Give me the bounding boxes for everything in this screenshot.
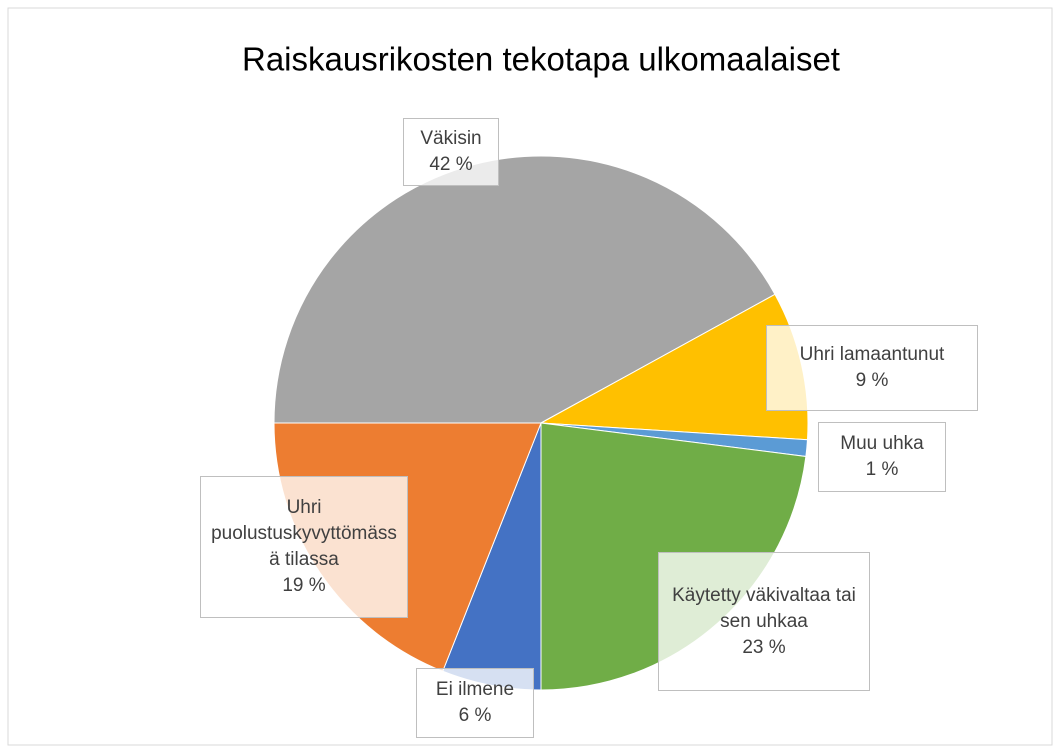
data-label: Uhri puolustuskyvyttömässä tilassa 19 % <box>200 476 408 618</box>
value-label: 1 % <box>865 459 899 480</box>
value-label: 42 % <box>429 154 473 175</box>
category-label: Uhri lamaantunut <box>799 344 945 365</box>
data-label: Muu uhka 1 % <box>818 422 946 492</box>
data-label: Käytetty väkivaltaa tai sen uhkaa 23 % <box>658 552 870 691</box>
category-label: Käytetty väkivaltaa tai sen uhkaa <box>672 584 856 632</box>
data-label: Uhri lamaantunut 9 % <box>766 325 978 411</box>
category-label: Muu uhka <box>840 433 924 454</box>
category-label: Uhri puolustuskyvyttömässä tilassa <box>211 497 397 570</box>
value-label: 9 % <box>855 370 889 391</box>
value-label: 23 % <box>742 636 786 658</box>
value-label: 19 % <box>282 575 326 596</box>
category-label: Ei ilmene <box>435 679 515 700</box>
value-label: 6 % <box>458 705 492 726</box>
data-label: Ei ilmene 6 % <box>416 668 534 738</box>
chart-title: Raiskausrikosten tekotapa ulkomaalaiset <box>242 41 840 78</box>
data-label: Väkisin 42 % <box>403 118 499 186</box>
category-label: Väkisin <box>420 128 482 149</box>
